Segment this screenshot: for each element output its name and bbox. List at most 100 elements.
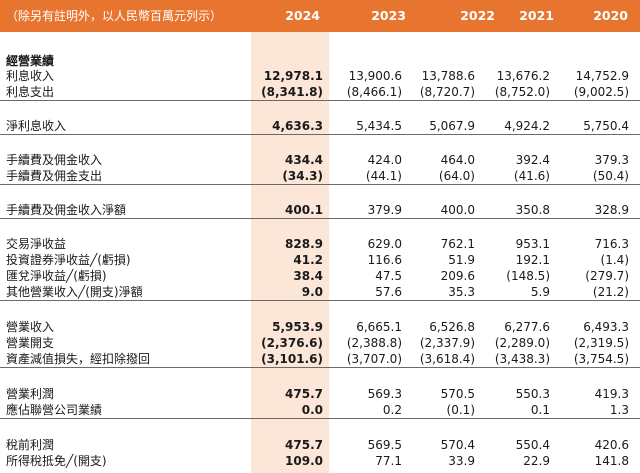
row-label: 營業收入 [6,320,55,334]
year-header-2024: 2024 [285,8,320,23]
cell-2024: 38.4 [293,269,323,283]
cell-2020: 419.3 [594,387,629,401]
cell-2023: 0.2 [382,403,402,417]
row-label: 其他營業收入╱(開支)淨額 [6,285,143,299]
cell-2022: 570.5 [440,387,475,401]
cell-2023: (2,388.8) [346,336,402,350]
cell-2024: 475.7 [285,438,323,452]
row-label: 匯兌淨收益╱(虧損) [6,269,107,283]
cell-2021: (3,438.3) [494,352,550,366]
table-row: 交易淨收益 828.9 629.0 762.1 953.1 716.3 [0,236,640,252]
cell-2022: 570.4 [440,438,475,452]
cell-2023: 569.3 [367,387,402,401]
year-header-2022: 2022 [460,8,495,23]
table-row: 營業開支 (2,376.6) (2,388.8) (2,337.9) (2,289.0)… [0,335,640,351]
cell-2022: 762.1 [440,237,475,251]
cell-2023: (3,707.0) [346,352,402,366]
cell-2020: (50.4) [592,169,629,183]
cell-2023: 77.1 [375,454,402,468]
table-row: 營業利潤 475.7 569.3 570.5 550.3 419.3 [0,386,640,402]
cell-2020: (2,319.5) [573,336,629,350]
cell-2020: (21.2) [592,285,629,299]
table-row: 匯兌淨收益╱(虧損) 38.4 47.5 209.6 (148.5) (279.7) [0,268,640,284]
cell-2021: 4,924.2 [504,119,550,133]
year-header-2021: 2021 [519,8,554,23]
cell-2022: (64.0) [438,169,475,183]
row-divider [0,300,640,301]
cell-2021: (8,752.0) [494,85,550,99]
cell-2020: (3,754.5) [573,352,629,366]
table-header: （除另有註明外，以人民幣百萬元列示） 2024 2023 2022 2021 2… [0,0,640,32]
year-header-2020: 2020 [593,8,628,23]
cell-2024: 41.2 [293,253,323,267]
cell-2021: 13,676.2 [496,69,550,83]
row-label: 利息收入 [6,69,55,83]
cell-2021: 953.1 [515,237,550,251]
cell-2021: (148.5) [506,269,550,283]
cell-2024: (2,376.6) [261,336,323,350]
cell-2023: 569.5 [367,438,402,452]
cell-2021: (41.6) [513,169,550,183]
cell-2022: 464.0 [440,153,475,167]
row-label: 交易淨收益 [6,237,67,251]
cell-2024: (34.3) [282,169,323,183]
cell-2022: (2,337.9) [419,336,475,350]
cell-2022: 6,526.8 [429,320,475,334]
row-label: 手續費及佣金支出 [6,169,103,183]
section-title-row: 經營業績 [0,53,640,69]
cell-2020: 5,750.4 [583,119,629,133]
cell-2023: 629.0 [367,237,402,251]
row-divider [0,218,640,219]
row-label: 淨利息收入 [6,119,67,133]
cell-2022: 33.9 [448,454,475,468]
cell-2024: (3,101.6) [261,352,323,366]
cell-2023: 424.0 [367,153,402,167]
cell-2024: 400.1 [285,203,323,217]
highlight-column-2024 [251,0,329,473]
cell-2021: 192.1 [515,253,550,267]
cell-2020: 1.3 [609,403,629,417]
cell-2024: 4,636.3 [272,119,323,133]
cell-2023: 57.6 [375,285,402,299]
cell-2020: (9,002.5) [573,85,629,99]
row-label: 營業開支 [6,336,55,350]
row-divider [0,184,640,185]
row-label: 投資證券淨收益╱(虧損) [6,253,131,267]
table-row: 手續費及佣金支出 (34.3) (44.1) (64.0) (41.6) (50.4) [0,168,640,184]
cell-2023: 13,900.6 [348,69,402,83]
cell-2023: 379.9 [367,203,402,217]
cell-2024: 0.0 [301,403,323,417]
cell-2020: 6,493.3 [583,320,629,334]
cell-2021: 22.9 [523,454,550,468]
cell-2021: 5.9 [530,285,550,299]
table-row: 利息支出 (8,341.8) (8,466.1) (8,720.7) (8,752.0)… [0,84,640,100]
table-row: 淨利息收入 4,636.3 5,434.5 5,067.9 4,924.2 5,750.4 [0,118,640,134]
cell-2022: 51.9 [448,253,475,267]
table-row: 手續費及佣金收入 434.4 424.0 464.0 392.4 379.3 [0,152,640,168]
table-row: 投資證券淨收益╱(虧損) 41.2 116.6 51.9 192.1 (1.4) [0,252,640,268]
unit-note: （除另有註明外，以人民幣百萬元列示） [6,9,223,23]
row-label: 手續費及佣金收入淨額 [6,203,127,217]
cell-2024: (8,341.8) [261,85,323,99]
cell-2020: 141.8 [594,454,629,468]
cell-2024: 109.0 [285,454,323,468]
cell-2022: (0.1) [446,403,475,417]
cell-2022: 400.0 [440,203,475,217]
cell-2021: 6,277.6 [504,320,550,334]
row-label: 稅前利潤 [6,438,55,452]
cell-2020: 379.3 [594,153,629,167]
cell-2022: 209.6 [440,269,475,283]
cell-2024: 9.0 [301,285,323,299]
cell-2020: (279.7) [585,269,629,283]
table-row: 手續費及佣金收入淨額 400.1 379.9 400.0 350.8 328.9 [0,202,640,218]
cell-2020: 420.6 [594,438,629,452]
cell-2022: (3,618.4) [419,352,475,366]
row-label: 手續費及佣金收入 [6,153,103,167]
row-label: 應佔聯營公司業績 [6,403,103,417]
cell-2021: 0.1 [530,403,550,417]
cell-2023: (8,466.1) [346,85,402,99]
cell-2020: 716.3 [594,237,629,251]
section-title: 經營業績 [6,54,55,68]
table-row: 利息收入 12,978.1 13,900.6 13,788.6 13,676.2 14,7… [0,68,640,84]
cell-2023: (44.1) [365,169,402,183]
